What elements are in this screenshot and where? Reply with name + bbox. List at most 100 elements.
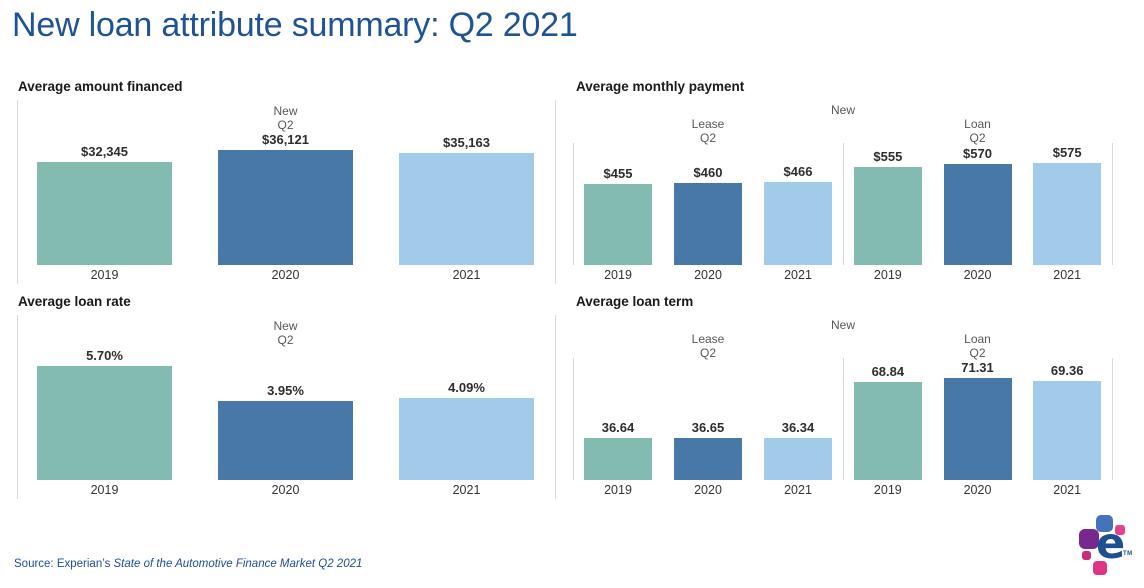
pane-header-line: Q2 xyxy=(699,346,717,360)
source-prefix: Source: Experian’s xyxy=(14,558,114,570)
pane-new: New Q2 5.70% 3.95% 4.09% xyxy=(14,315,557,497)
chart-title: Average loan rate xyxy=(18,294,131,309)
bar-2021 xyxy=(1033,381,1102,480)
x-axis-label: 2019 xyxy=(604,268,632,282)
logo-square-blue xyxy=(1096,515,1113,532)
bar-value-label: 36.64 xyxy=(601,420,635,435)
plot-area: 68.84 71.31 69.36 xyxy=(843,358,1112,480)
bar-2021 xyxy=(1033,163,1102,265)
bar-slot: $36,121 xyxy=(195,132,376,265)
bar-slot: 5.70% xyxy=(14,348,195,480)
pane-header: Loan Q2 xyxy=(964,332,991,360)
x-axis-labels: 2019 2020 2021 xyxy=(843,265,1112,282)
bar-slot: $460 xyxy=(663,165,753,265)
x-axis-label: 2021 xyxy=(784,483,812,497)
bar-2020 xyxy=(218,150,353,265)
bar-slot: $466 xyxy=(753,164,843,265)
plot-area: $32,345 $36,121 $35,163 xyxy=(14,100,557,265)
plot-area: 5.70% 3.95% 4.09% xyxy=(14,315,557,480)
bar-value-label: $575 xyxy=(1052,145,1082,160)
plot-area: $455 $460 $466 xyxy=(573,143,843,265)
chart-title: Average amount financed xyxy=(18,79,183,94)
pane-header: Lease Q2 xyxy=(692,332,725,360)
bar-slot: 68.84 xyxy=(843,364,933,480)
bar-value-label: 68.84 xyxy=(871,364,905,379)
axis-line-right xyxy=(1112,358,1113,480)
pane-header-line: Lease xyxy=(691,117,725,131)
pane-header-line: Loan xyxy=(964,117,991,131)
pane-header: New Q2 xyxy=(273,104,297,132)
bar-value-label: $35,163 xyxy=(443,135,490,150)
bar-value-label: $32,345 xyxy=(81,144,128,159)
axis-line-left xyxy=(17,315,18,499)
x-axis-label: 2020 xyxy=(963,268,992,282)
bar-slot: 4.09% xyxy=(376,380,557,480)
axis-line-right xyxy=(555,100,556,284)
bar-2020 xyxy=(674,183,742,265)
x-axis-label: 2019 xyxy=(90,483,119,497)
pane-divider xyxy=(843,358,844,480)
bar-slot: $555 xyxy=(843,149,933,265)
x-axis-label: 2021 xyxy=(1053,483,1082,497)
bar-2020 xyxy=(218,401,353,480)
bar-slot: 69.36 xyxy=(1022,363,1112,480)
pane-header-line: Q2 xyxy=(969,346,986,360)
bar-slot: 71.31 xyxy=(933,360,1023,480)
bar-slot: 36.65 xyxy=(663,420,753,480)
column-header-new: New xyxy=(830,103,856,117)
logo-square-pink-top xyxy=(1115,525,1125,535)
bar-value-label: $455 xyxy=(603,166,633,181)
bar-2021 xyxy=(399,398,534,480)
chart-body: New Q2 5.70% 3.95% 4.09% xyxy=(14,315,557,497)
bar-2021 xyxy=(764,438,832,480)
x-axis-labels: 2019 2020 2021 xyxy=(573,480,843,497)
x-axis-label: 2021 xyxy=(452,483,481,497)
chart-average-monthly-payment: Average monthly payment New Lease Q2 $45… xyxy=(572,78,1130,290)
pane-header-line: New xyxy=(273,319,298,333)
page-title: New loan attribute summary: Q2 2021 xyxy=(12,6,578,44)
bar-2019 xyxy=(853,167,922,265)
x-axis-label: 2019 xyxy=(873,268,902,282)
axis-line-right xyxy=(1112,143,1113,265)
bar-slot: $32,345 xyxy=(14,144,195,265)
x-axis-label: 2021 xyxy=(784,268,812,282)
source-citation: Source: Experian’s State of the Automoti… xyxy=(14,558,362,570)
bar-value-label: $460 xyxy=(693,165,723,180)
logo-square-pink-left xyxy=(1082,551,1091,560)
logo-tm-mark: TM xyxy=(1123,551,1133,557)
bar-2020 xyxy=(674,438,742,480)
x-axis-label: 2020 xyxy=(694,483,722,497)
chart-title: Average loan term xyxy=(576,294,694,309)
bar-value-label: 36.34 xyxy=(781,420,815,435)
x-axis-label: 2020 xyxy=(963,483,992,497)
chart-body: New Q2 $32,345 $36,121 $35,163 xyxy=(14,100,557,282)
source-report-title: State of the Automotive Finance Market Q… xyxy=(113,558,363,570)
bar-slot: $575 xyxy=(1022,145,1112,265)
pane-header: New Q2 xyxy=(273,319,297,347)
x-axis-labels: 2019 2020 2021 xyxy=(14,480,557,497)
chart-title: Average monthly payment xyxy=(576,79,745,94)
logo-letter-e: e xyxy=(1096,519,1126,569)
chart-body: Lease Q2 36.64 36.65 36.34 xyxy=(573,332,1112,497)
plot-area: $555 $570 $575 xyxy=(843,143,1112,265)
chart-average-loan-rate: Average loan rate New Q2 5.70% 3.95% xyxy=(14,293,557,505)
bar-slot: 3.95% xyxy=(195,383,376,480)
pane-header-line: Q2 xyxy=(969,131,986,145)
pane-header-line: New xyxy=(273,104,298,118)
logo-square-pink-bottom xyxy=(1093,561,1107,575)
plot-area: 36.64 36.65 36.34 xyxy=(573,358,843,480)
pane-header-line: Loan xyxy=(964,332,991,346)
pane-new: New Q2 $32,345 $36,121 $35,163 xyxy=(14,100,557,282)
x-axis-label: 2019 xyxy=(873,483,902,497)
bar-slot: $570 xyxy=(933,146,1023,265)
bar-2019 xyxy=(853,382,922,480)
bar-2021 xyxy=(399,153,534,265)
x-axis-label: 2021 xyxy=(452,268,481,282)
bar-value-label: $466 xyxy=(783,164,813,179)
x-axis-label: 2021 xyxy=(1053,268,1082,282)
bar-value-label: 4.09% xyxy=(448,380,485,395)
column-header-new: New xyxy=(830,318,856,332)
pane-header: Loan Q2 xyxy=(964,117,991,145)
bar-2019 xyxy=(37,162,172,265)
pane-loan: Loan Q2 68.84 71.31 69.36 xyxy=(843,332,1112,497)
